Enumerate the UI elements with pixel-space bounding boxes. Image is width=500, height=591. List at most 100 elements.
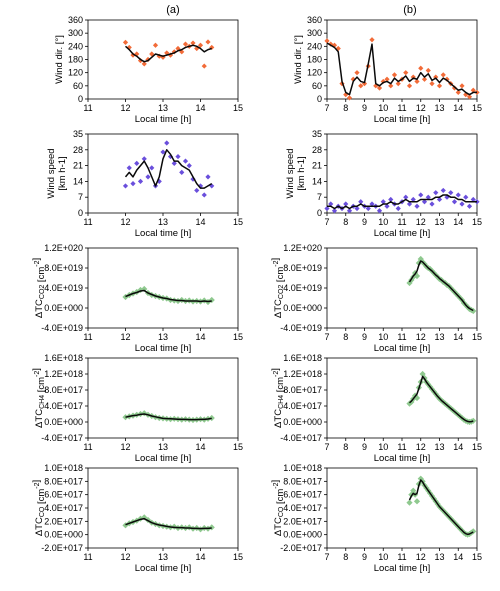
wd_a-xtick-label: 13 <box>158 103 168 113</box>
ws_b-data-point <box>331 208 338 214</box>
co_a-xtick-label: 12 <box>120 552 130 562</box>
ws_b-ytick-label: 0 <box>317 208 322 218</box>
ws_a-ytick-label: 28 <box>73 145 83 155</box>
co_a-xtick-label: 15 <box>233 552 243 562</box>
ch4_a-xtick-label: 11 <box>83 442 92 452</box>
co_a-xtick-label: 13 <box>158 552 168 562</box>
ws_a-data-point <box>130 181 136 187</box>
ws_b-data-point <box>410 196 416 203</box>
wd_a-ylabel: Wind dir. [°] <box>54 35 65 84</box>
co_a-ytick-label: -2.0E+017 <box>41 543 83 553</box>
wd_b-ytick-label: 120 <box>307 68 322 78</box>
wd_b-data-point <box>470 87 476 93</box>
wd_b-data-point <box>376 85 383 91</box>
co2_a-xlabel: Local time [h] <box>135 343 192 354</box>
wd_b-ylabel: Wind dir. [°] <box>293 35 304 84</box>
wd_b-ytick-label: 240 <box>307 41 322 51</box>
ws_b-data-point <box>343 201 349 207</box>
wd_b-xtick-label: 13 <box>434 103 444 113</box>
ws_b-data-point <box>448 190 454 196</box>
wd_b-data-point <box>425 67 431 74</box>
wd_b-data-point <box>436 83 443 89</box>
ws_a-data-point <box>160 149 166 155</box>
ws_b-data-point <box>380 199 386 205</box>
ch4_b-ytick-label: 4.0E+017 <box>283 401 322 411</box>
ws_b-data-point <box>358 199 364 205</box>
ws_a-ylabel-line2: [km h-1] <box>57 156 68 190</box>
ws_b-xtick-label: 8 <box>343 217 348 227</box>
ws_b-data-point <box>429 201 435 207</box>
wd_a-xtick-label: 12 <box>120 103 130 113</box>
wd_a-ytick-label: 180 <box>68 55 83 65</box>
ws_b-data-point <box>388 196 394 203</box>
co2_a-ytick-label: 4.0E+019 <box>44 283 83 293</box>
wd_b-xtick-label: 15 <box>472 103 482 113</box>
ws_b-smoothed-line <box>327 194 477 210</box>
ws_b-data-point <box>376 208 383 214</box>
wd_a-ytick-label: 120 <box>68 68 83 78</box>
co_a-data-point <box>141 514 148 521</box>
ch4_b-ytick-label: 8.0E+017 <box>283 385 322 395</box>
ws_a-ytick-label: 0 <box>78 208 83 218</box>
wd_b-data-point <box>440 72 446 78</box>
wd_b-data-point <box>414 78 420 85</box>
ws_a-xtick-label: 14 <box>195 217 205 227</box>
wd_a-data-point <box>160 54 166 60</box>
wd_a-ytick-label: 60 <box>73 81 83 91</box>
ws_a-xtick-label: 12 <box>120 217 130 227</box>
ws_b-xlabel: Local time [h] <box>374 228 431 239</box>
ch4_a-ytick-label: -4.0E+017 <box>41 433 83 443</box>
ch4_a-data-point <box>208 414 215 422</box>
ch4_b-ytick-label: 0.0E+000 <box>283 417 322 427</box>
wd_a-data-point <box>197 42 204 48</box>
ws_b-data-point <box>384 203 390 209</box>
ch4_a-xtick-label: 12 <box>120 442 130 452</box>
ws_b-ylabel-line1: Wind speed <box>285 148 296 198</box>
ws_b-data-point <box>451 199 458 205</box>
co2_a-ylabel: ΔTCCO2 [cm-2] <box>31 258 47 318</box>
ws_a-data-point <box>149 165 155 171</box>
wd_b-data-point <box>429 81 435 87</box>
ch4_a-ytick-label: 0.0E+000 <box>44 417 83 427</box>
ws_a-data-point <box>137 178 144 184</box>
ws_b-data-point <box>328 201 334 207</box>
ws_a-data-point <box>186 163 192 169</box>
co_b-xtick-label: 9 <box>362 552 367 562</box>
co_b-xtick-label: 11 <box>397 552 406 562</box>
co2_b-xtick-label: 10 <box>378 332 388 342</box>
wd_b-data-point <box>406 83 413 89</box>
co_b-xtick-label: 10 <box>378 552 388 562</box>
wd_b-ytick-label: 180 <box>307 55 322 65</box>
co_a-ytick-label: 4.0E+017 <box>44 503 83 513</box>
ch4_b-xtick-label: 13 <box>434 442 444 452</box>
ws_a-data-point <box>182 158 189 164</box>
ch4_a-xlabel: Local time [h] <box>135 453 192 464</box>
co_a-xlabel: Local time [h] <box>135 563 192 574</box>
co_a-ytick-label: 8.0E+017 <box>44 476 83 486</box>
wd_a-xlabel: Local time [h] <box>135 114 192 125</box>
co_a-ytick-label: 6.0E+017 <box>44 490 83 500</box>
wd_b-xtick-label: 14 <box>453 103 463 113</box>
ch4_b-xtick-label: 15 <box>472 442 482 452</box>
ws_b-ytick-label: 28 <box>312 145 322 155</box>
co_b-ytick-label: 1.0E+018 <box>283 463 322 473</box>
co_b-xtick-label: 13 <box>434 552 444 562</box>
ch4_b-ytick-label: -4.0E+017 <box>280 433 322 443</box>
ch4_a-ylabel: ΔTCCH4 [cm-2] <box>31 368 47 428</box>
ws_b-data-point <box>406 201 413 207</box>
wd_a-data-point <box>152 42 159 48</box>
column-label-b: (b) <box>403 4 416 16</box>
co_a-ytick-label: 1.0E+018 <box>44 463 83 473</box>
ws_a-xtick-label: 13 <box>158 217 168 227</box>
ch4_b-ylabel: ΔTCCH4 [cm-2] <box>270 368 286 428</box>
column-label-a: (a) <box>166 4 179 16</box>
ws_a-xlabel: Local time [h] <box>135 228 192 239</box>
co_b-plot-frame <box>326 467 478 549</box>
wd_b-xtick-label: 10 <box>378 103 388 113</box>
co2_b-ytick-label: 1.2E+020 <box>283 243 322 253</box>
ws_b-data-point <box>324 205 330 212</box>
ws_a-plot-frame <box>87 133 239 214</box>
wd_b-data-point <box>358 83 364 89</box>
ws_b-xtick-label: 13 <box>434 217 444 227</box>
co_b-xtick-label: 7 <box>324 552 329 562</box>
